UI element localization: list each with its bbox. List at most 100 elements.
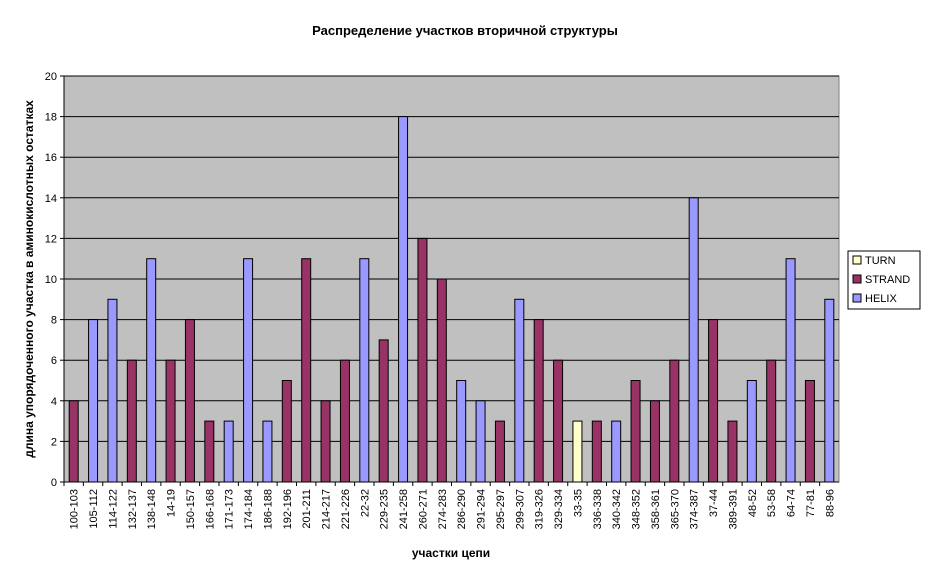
x-tick-label: 260-271	[417, 489, 429, 529]
x-tick-label: 291-294	[476, 489, 488, 529]
bar-strand-295-297	[494, 420, 505, 483]
x-tick-label: 299-307	[514, 489, 526, 529]
x-tick-label: 77-81	[805, 489, 817, 517]
y-tick-label: 14	[45, 193, 57, 205]
x-tick-label: 340-342	[611, 489, 623, 529]
legend-swatch-strand	[852, 274, 862, 284]
y-tick-labels: 0 2 4 6 8 10 12 14 16 18 20	[45, 71, 57, 489]
bar-strand-336-338	[591, 420, 602, 483]
y-tick-label: 20	[45, 71, 57, 83]
bar-strand-192-196	[281, 380, 292, 483]
y-tick-label: 6	[51, 355, 57, 367]
y-tick-label: 0	[51, 477, 57, 489]
x-tick-label: 22-32	[359, 489, 371, 517]
x-tick-label: 389-391	[727, 489, 739, 529]
legend-swatch-helix	[852, 293, 862, 303]
x-tick-label: 171-173	[224, 489, 236, 529]
bar-helix-22-32	[359, 258, 370, 483]
bar-helix-138-148	[146, 258, 157, 483]
legend-label-strand: STRAND	[865, 274, 910, 286]
x-tick-label: 64-74	[786, 489, 798, 517]
bars	[68, 116, 835, 483]
bar-strand-389-391	[727, 420, 738, 483]
bar-helix-88-96	[824, 298, 835, 483]
x-tick-label: 88-96	[824, 489, 836, 517]
x-tick-label: 33-35	[572, 489, 584, 517]
bar-helix-186-188	[262, 420, 273, 483]
bar-strand-260-271	[417, 237, 428, 483]
y-tick-label: 4	[51, 396, 57, 408]
bar-helix-105-112	[88, 319, 99, 483]
x-tick-label: 358-361	[650, 489, 662, 529]
y-tick-label: 16	[45, 152, 57, 164]
x-axis-label: участки цепи	[412, 546, 490, 560]
x-tick-label: 105-112	[88, 489, 100, 529]
bar-helix-286-290	[456, 380, 467, 483]
bar-strand-358-361	[649, 400, 660, 483]
bar-strand-100-103	[68, 400, 79, 483]
bar-helix-171-173	[223, 420, 234, 483]
x-tick-labels: 100-103 105-112 114-122 132-137 138-148 14-19…	[69, 489, 837, 529]
bar-strand-221-226	[339, 359, 350, 483]
x-tick-label: 229-235	[379, 489, 391, 529]
bar-helix-291-294	[475, 400, 486, 483]
x-tick-label: 221-226	[340, 489, 352, 529]
bar-strand-53-58	[766, 359, 777, 483]
bar-strand-348-352	[630, 380, 641, 483]
x-tick-label: 192-196	[282, 489, 294, 529]
bar-helix-114-122	[107, 298, 118, 483]
bar-turn-33-35	[572, 420, 583, 483]
x-tick-label: 150-157	[185, 489, 197, 529]
x-tick-label: 186-188	[262, 489, 274, 529]
x-tick-label: 319-326	[534, 489, 546, 529]
legend-swatch-turn	[852, 255, 862, 265]
bar-strand-14-19	[165, 359, 176, 483]
bar-strand-201-211	[301, 258, 312, 483]
x-tick-label: 274-283	[437, 489, 449, 529]
x-tick-label: 132-137	[127, 489, 139, 529]
x-tick-label: 14-19	[166, 489, 178, 517]
chart-title: Распределение участков вторичной структу…	[312, 23, 618, 38]
x-tick-label: 114-122	[107, 489, 119, 529]
bar-helix-241-258	[398, 116, 409, 483]
x-tick-label: 336-338	[592, 489, 604, 529]
bar-strand-319-326	[533, 319, 544, 483]
x-tick-label: 241-258	[398, 489, 410, 529]
x-tick-label: 374-387	[689, 489, 701, 529]
bar-strand-214-217	[320, 400, 331, 483]
bar-strand-37-44	[708, 319, 719, 483]
x-tick-label: 37-44	[708, 489, 720, 517]
bar-helix-174-184	[243, 258, 254, 483]
bar-strand-132-137	[126, 359, 137, 483]
y-tick-label: 18	[45, 112, 57, 124]
legend-label-helix: HELIX	[865, 293, 897, 305]
y-axis-label: длина упорядоченного участка в аминокисл…	[22, 100, 36, 458]
x-tick-label: 295-297	[495, 489, 507, 529]
x-tick-label: 214-217	[321, 489, 333, 529]
x-tick-label: 48-52	[747, 489, 759, 517]
bar-strand-77-81	[804, 380, 815, 483]
x-tick-label: 166-168	[204, 489, 216, 529]
y-tick-label: 12	[45, 233, 57, 245]
x-tick-label: 100-103	[69, 489, 81, 529]
x-tick-label: 329-334	[553, 489, 565, 529]
bar-strand-329-334	[553, 359, 564, 483]
bar-strand-166-168	[204, 420, 215, 483]
bar-helix-64-74	[785, 258, 796, 483]
x-tick-label: 286-290	[456, 489, 468, 529]
x-tick-label: 365-370	[669, 489, 681, 529]
x-tick-label: 174-184	[243, 489, 255, 529]
x-tick-label: 138-148	[146, 489, 158, 529]
bar-helix-48-52	[746, 380, 757, 483]
bar-strand-365-370	[669, 359, 680, 483]
x-tick-label: 348-352	[631, 489, 643, 529]
legend: TURN STRAND HELIX	[847, 250, 921, 310]
legend-label-turn: TURN	[865, 255, 896, 267]
y-tick-label: 2	[51, 436, 57, 448]
bar-strand-150-157	[184, 319, 195, 483]
bar-helix-299-307	[514, 298, 525, 483]
bar-helix-374-387	[688, 197, 699, 483]
x-tick-label: 53-58	[766, 489, 778, 517]
x-tick-label: 201-211	[301, 489, 313, 529]
